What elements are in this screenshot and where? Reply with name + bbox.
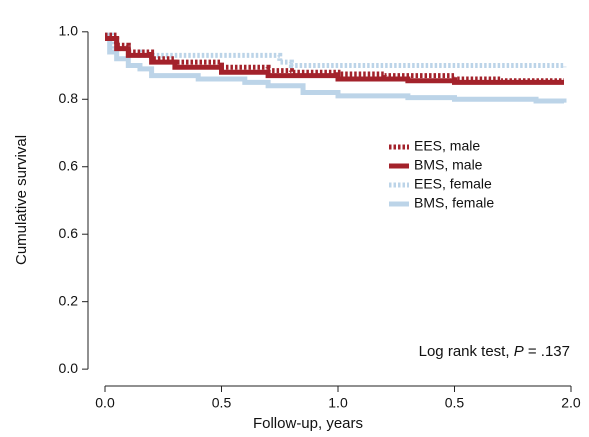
y-tick-label: 0.6 — [59, 157, 79, 173]
x-tick-label: 0.0 — [95, 395, 115, 411]
legend-label: EES, female — [414, 176, 492, 192]
legend-label: BMS, male — [414, 157, 483, 173]
survival-curve — [105, 32, 565, 84]
y-tick-label: 0.2 — [59, 292, 79, 308]
legend-label: EES, male — [414, 138, 480, 154]
annotation-text: Log rank test, — [419, 343, 514, 360]
x-tick-label: 2.0 — [561, 395, 581, 411]
x-tick-label: 1.0 — [328, 395, 348, 411]
annotation-text: = .137 — [524, 343, 570, 360]
survival-curve — [105, 32, 567, 104]
legend-label: BMS, female — [414, 195, 494, 211]
y-tick-label: 0.0 — [59, 360, 79, 376]
survival-curve — [105, 36, 565, 85]
x-tick-label: 0.5 — [212, 395, 232, 411]
annotation: Log rank test, P = .137 — [419, 343, 570, 360]
annotation-text: P — [514, 343, 524, 360]
y-axis-label: Cumulative survival — [13, 135, 30, 265]
y-tick-label: 0.6 — [59, 225, 79, 241]
x-tick-label: 0.5 — [445, 395, 465, 411]
y-tick-label: 0.8 — [59, 90, 79, 106]
y-tick-label: 1.0 — [59, 23, 79, 39]
x-axis-label: Follow-up, years — [253, 415, 363, 432]
